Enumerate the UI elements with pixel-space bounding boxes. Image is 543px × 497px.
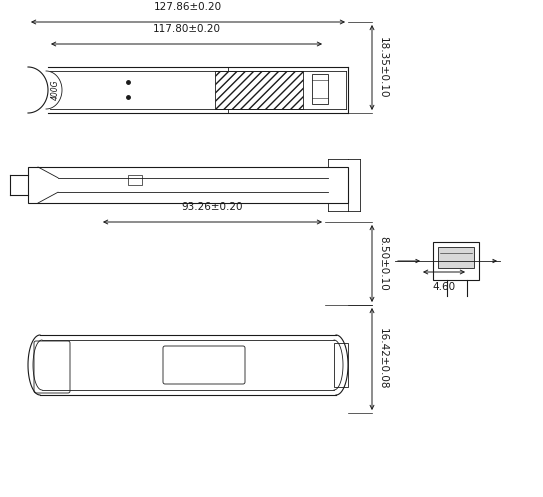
Bar [312,74,328,104]
FancyBboxPatch shape [34,341,70,393]
Text: 4.60: 4.60 [432,282,456,292]
Text: 18.35±0.10: 18.35±0.10 [378,37,388,98]
Text: 117.80±0.20: 117.80±0.20 [153,24,220,34]
Text: 16.42±0.08: 16.42±0.08 [378,328,388,390]
Bar [433,242,479,280]
Bar [28,167,348,203]
Text: 8.50±0.10: 8.50±0.10 [378,236,388,291]
Text: 127.86±0.20: 127.86±0.20 [154,2,222,12]
Bar [128,175,142,185]
Bar [334,343,348,387]
Bar [438,247,474,268]
Text: 400G: 400G [50,80,60,100]
Text: 93.26±0.20: 93.26±0.20 [182,202,243,212]
Bar [215,71,303,109]
FancyBboxPatch shape [163,346,245,384]
